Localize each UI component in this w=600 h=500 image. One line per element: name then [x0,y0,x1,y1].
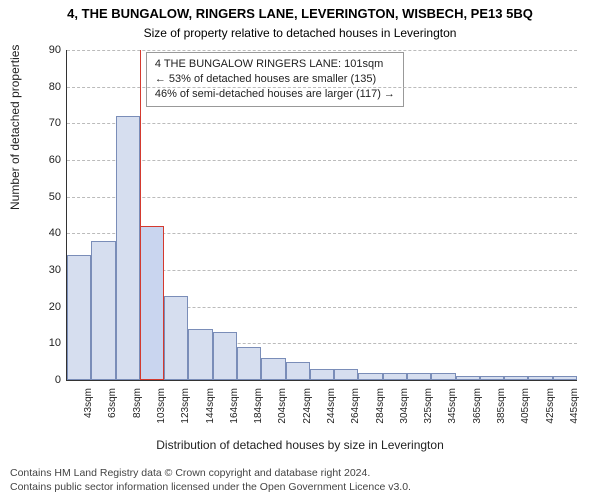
histogram-bar [67,255,91,380]
chart-container: { "title_line1": "4, THE BUNGALOW, RINGE… [0,0,600,500]
histogram-bar [140,226,164,380]
gridline [67,160,577,161]
y-tick-label: 70 [31,117,67,129]
x-tick-label: 83sqm [132,384,143,418]
histogram-bar [188,329,212,380]
y-tick-label: 50 [31,191,67,203]
subject-marker-line [140,50,141,380]
y-tick-label: 80 [31,81,67,93]
x-tick-label: 103sqm [156,384,167,424]
gridline [67,123,577,124]
histogram-bar [358,373,382,380]
histogram-bar [528,376,552,380]
x-tick-label: 264sqm [350,384,361,424]
histogram-bar [504,376,528,380]
x-tick-label: 365sqm [472,384,483,424]
x-tick-label: 345sqm [447,384,458,424]
x-tick-label: 405sqm [520,384,531,424]
y-tick-label: 0 [31,374,67,386]
histogram-bar [383,373,407,380]
x-tick-label: 244sqm [326,384,337,424]
histogram-bar [91,241,115,380]
histogram-bar [334,369,358,380]
legend-box: 4 THE BUNGALOW RINGERS LANE: 101sqm ← 53… [146,52,404,107]
histogram-bar [164,296,188,380]
histogram-bar [407,373,431,380]
x-tick-label: 204sqm [277,384,288,424]
x-tick-label: 425sqm [545,384,556,424]
histogram-bar [431,373,455,380]
x-tick-label: 284sqm [375,384,386,424]
legend-line-2: ← 53% of detached houses are smaller (13… [155,72,395,87]
histogram-bar [310,369,334,380]
footer-attribution: Contains HM Land Registry data © Crown c… [10,466,411,494]
x-tick-label: 63sqm [107,384,118,418]
footer-line-2: Contains public sector information licen… [10,480,411,494]
x-axis-title: Distribution of detached houses by size … [0,438,600,452]
legend-line-3: 46% of semi-detached houses are larger (… [155,87,395,102]
footer-line-1: Contains HM Land Registry data © Crown c… [10,466,411,480]
x-tick-label: 43sqm [83,384,94,418]
x-tick-label: 304sqm [399,384,410,424]
x-tick-label: 325sqm [423,384,434,424]
histogram-bar [553,376,577,380]
histogram-bar [237,347,261,380]
y-tick-label: 20 [31,301,67,313]
plot-area: 4 THE BUNGALOW RINGERS LANE: 101sqm ← 53… [66,50,577,381]
y-tick-label: 60 [31,154,67,166]
gridline [67,87,577,88]
x-tick-label: 123sqm [180,384,191,424]
y-tick-label: 90 [31,44,67,56]
x-tick-label: 224sqm [302,384,313,424]
gridline [67,197,577,198]
gridline [67,50,577,51]
histogram-bar [480,376,504,380]
y-tick-label: 40 [31,227,67,239]
x-tick-label: 445sqm [569,384,580,424]
histogram-bar [116,116,140,380]
histogram-bar [456,376,480,380]
legend-line-1: 4 THE BUNGALOW RINGERS LANE: 101sqm [155,57,395,72]
x-tick-label: 385sqm [496,384,507,424]
histogram-bar [261,358,285,380]
y-tick-label: 10 [31,337,67,349]
chart-title-line1: 4, THE BUNGALOW, RINGERS LANE, LEVERINGT… [0,6,600,21]
histogram-bar [213,332,237,380]
y-tick-label: 30 [31,264,67,276]
histogram-bar [286,362,310,380]
y-axis-title: Number of detached properties [8,45,22,210]
x-tick-label: 184sqm [253,384,264,424]
x-tick-label: 164sqm [229,384,240,424]
chart-title-line2: Size of property relative to detached ho… [0,26,600,40]
x-tick-label: 144sqm [205,384,216,424]
